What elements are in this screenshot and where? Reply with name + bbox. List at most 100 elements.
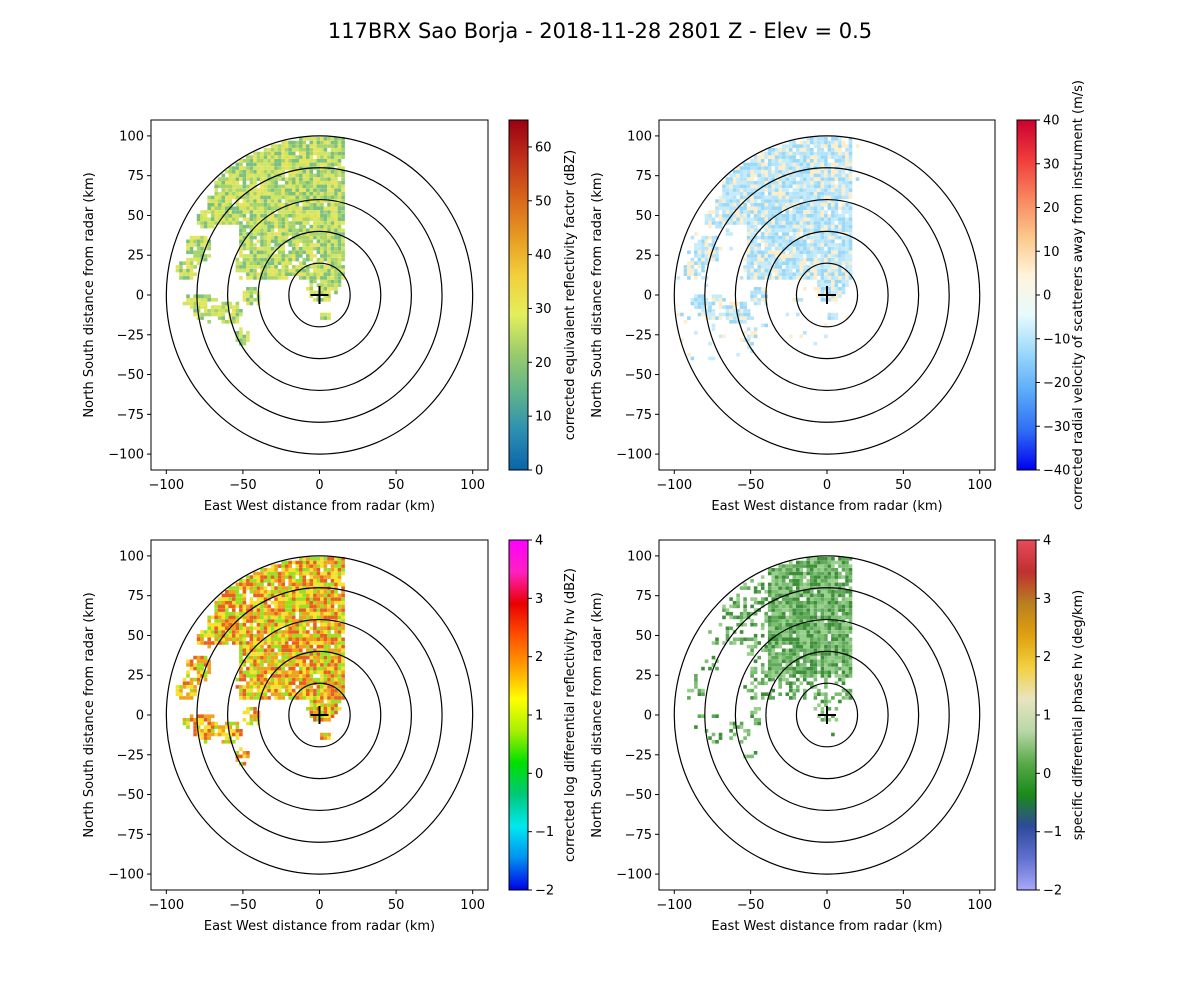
echo-cell (834, 188, 839, 192)
echo-cell (785, 232, 790, 236)
echo-cell (330, 151, 335, 156)
echo-cell (750, 206, 754, 211)
echo-cell (725, 312, 730, 317)
echo-cell (753, 159, 758, 163)
echo-cell (327, 144, 331, 148)
echo-cell (743, 309, 747, 313)
echo-cell (334, 633, 338, 638)
echo-cell (323, 254, 328, 258)
echo-cell (193, 721, 197, 726)
echo-cell (813, 626, 818, 631)
echo-cell (235, 600, 240, 605)
echo-cell (284, 180, 289, 185)
echo-cell (225, 305, 229, 309)
echo-cell (313, 224, 317, 229)
echo-cell (796, 217, 800, 222)
echo-cell (743, 729, 747, 733)
echo-cell (327, 659, 331, 664)
echo-cell (796, 685, 800, 689)
echo-cell (306, 666, 310, 671)
echo-cell (309, 685, 314, 689)
echo-cell (221, 316, 226, 320)
echo-cell (746, 213, 751, 218)
echo-cell (291, 213, 296, 218)
echo-cell (767, 191, 772, 196)
echo-cell (334, 710, 338, 715)
echo-cell (774, 254, 779, 258)
echo-cell (256, 674, 261, 678)
echo-cell (785, 630, 790, 634)
echo-cell (256, 586, 261, 590)
echo-cell (263, 597, 268, 601)
echo-cell (295, 652, 300, 656)
echo-cell (221, 188, 226, 192)
echo-cell (845, 144, 849, 148)
echo-cell (729, 641, 733, 645)
echo-cell (824, 633, 828, 638)
echo-cell (341, 144, 345, 148)
echo-cell (316, 710, 321, 715)
echo-cell (799, 250, 804, 255)
echo-cell (831, 312, 835, 317)
echo-cell (196, 670, 201, 675)
echo-cell (337, 619, 342, 623)
echo-cell (189, 265, 194, 269)
echo-cell (820, 137, 825, 141)
echo-cell (799, 630, 804, 634)
echo-cell (337, 243, 342, 247)
echo-cell (320, 696, 324, 700)
echo-cell (182, 261, 187, 265)
echo-cell (203, 210, 208, 214)
echo-cell (277, 608, 282, 612)
echo-cell (827, 659, 832, 664)
echo-cell (284, 199, 289, 203)
echo-cell (242, 180, 247, 185)
echo-cell (253, 718, 257, 722)
echo-cell (708, 217, 712, 222)
echo-cell (281, 159, 285, 163)
echo-cell (827, 148, 832, 152)
echo-cell (277, 155, 282, 159)
echo-cell (200, 655, 204, 660)
echo-cell (330, 615, 335, 620)
range-ring-20 (288, 682, 351, 748)
colorbar-tick-label: 2 (535, 650, 543, 665)
echo-cell (246, 188, 250, 192)
echo-cell (306, 655, 310, 660)
echo-cell (291, 688, 296, 693)
echo-cell (715, 641, 719, 645)
echo-cell (757, 246, 761, 251)
echo-cell (337, 195, 342, 200)
echo-cell (750, 166, 754, 170)
echo-cell (764, 692, 768, 696)
echo-cell (834, 670, 839, 675)
echo-cell (341, 590, 345, 594)
echo-cell (281, 692, 285, 696)
echo-cell (281, 206, 285, 211)
echo-cell (771, 243, 775, 247)
echo-cell (267, 265, 271, 269)
echo-cell (834, 159, 839, 163)
echo-cell (796, 637, 800, 642)
echo-cell (284, 593, 289, 598)
echo-cell (806, 246, 811, 251)
radar-location-marker (818, 286, 836, 304)
echo-cell (757, 206, 761, 211)
echo-cell (256, 265, 261, 269)
echo-cell (320, 736, 324, 740)
echo-cell (827, 188, 832, 192)
echo-cell (284, 652, 289, 656)
echo-cell (277, 232, 282, 236)
echo-cell (753, 246, 758, 251)
echo-cell (313, 619, 317, 623)
echo-cell (817, 648, 821, 653)
echo-cell (200, 670, 204, 675)
echo-cell (217, 206, 222, 211)
echo-cell (831, 298, 835, 302)
echo-cell (260, 586, 264, 590)
echo-cell (239, 611, 243, 616)
echo-cell (767, 254, 772, 258)
echo-cell (295, 641, 300, 645)
echo-cell (827, 213, 832, 218)
echo-cell (327, 732, 331, 737)
